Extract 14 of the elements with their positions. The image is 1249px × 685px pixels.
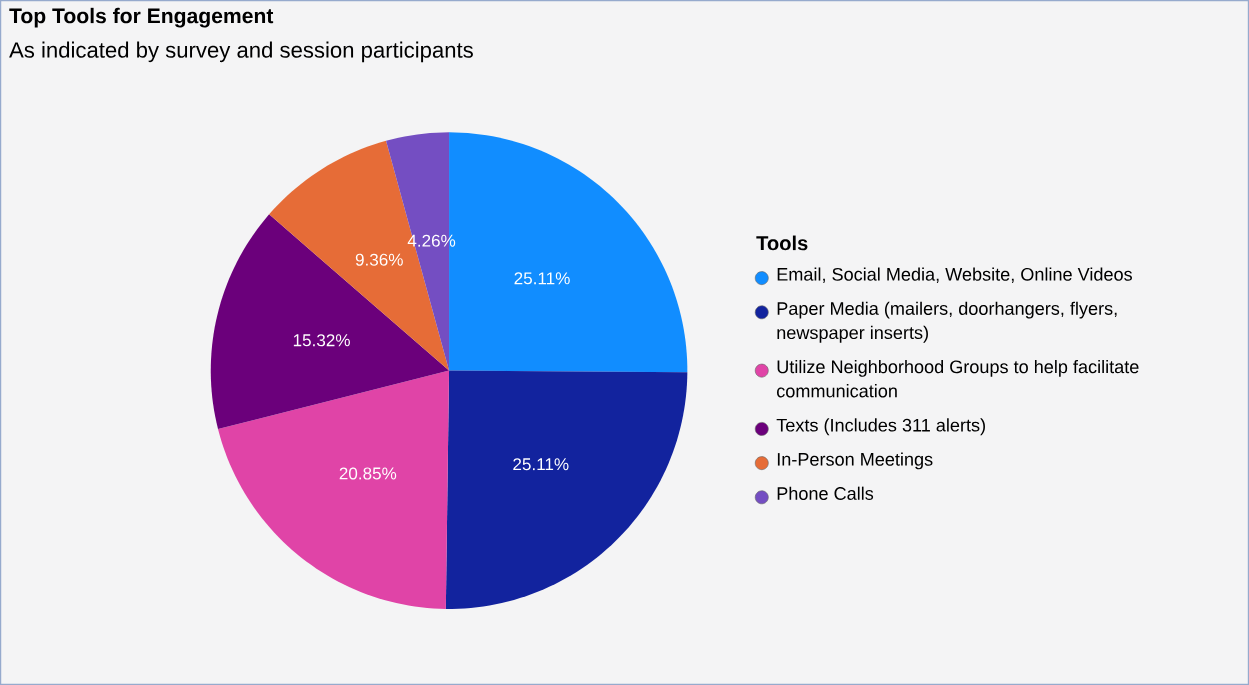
legend-label: In-Person Meetings — [777, 452, 933, 470]
data-label: 25.11% — [514, 272, 570, 285]
data-label: 15.32% — [293, 334, 350, 347]
legend-label: Texts (Includes 311 alerts) — [776, 418, 985, 436]
data-label: 20.85% — [339, 467, 397, 480]
chart-subtitle: As indicated by survey and session participants — [9, 41, 473, 63]
data-label: 25.11% — [513, 458, 569, 471]
legend-title: Tools — [756, 235, 808, 251]
legend-label: Utilize Neighborhood Groups to help facilitate communication — [776, 359, 1139, 398]
chart-title: Top Tools for Engagement — [9, 7, 274, 28]
data-label: 9.36% — [355, 253, 403, 266]
legend-label: Paper Media (mailers, doorhangers, flyers, newspaper inserts) — [777, 301, 1117, 343]
legend-label: Email, Social Media, Website, Online Videos — [777, 267, 1132, 283]
legend-label: Phone Calls — [777, 486, 874, 500]
